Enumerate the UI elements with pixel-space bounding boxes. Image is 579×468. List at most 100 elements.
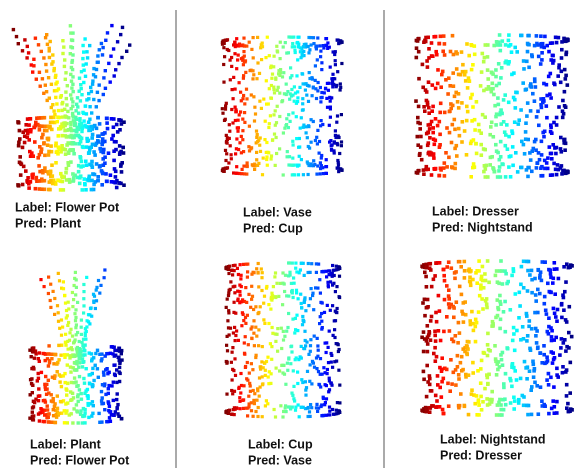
point [435, 320, 439, 324]
point [516, 170, 520, 174]
point [563, 338, 567, 342]
point [109, 173, 113, 177]
point [282, 330, 285, 333]
point [43, 154, 47, 158]
point [72, 90, 75, 93]
point [429, 262, 433, 266]
point [101, 46, 104, 49]
point [322, 270, 325, 273]
point [83, 124, 86, 127]
point [98, 292, 101, 295]
point [249, 306, 252, 309]
point [80, 93, 83, 96]
point [53, 421, 56, 424]
point [526, 101, 530, 105]
point [273, 133, 276, 136]
point [433, 274, 437, 278]
point [468, 79, 472, 83]
point [65, 167, 69, 171]
point [260, 360, 263, 363]
point [49, 179, 53, 183]
point [510, 50, 514, 54]
point [111, 134, 115, 138]
point [426, 350, 430, 354]
point [543, 35, 547, 39]
point [319, 50, 322, 53]
point [257, 328, 260, 331]
point [422, 105, 426, 109]
point [416, 171, 420, 175]
point [549, 376, 553, 380]
point [61, 326, 64, 329]
point [76, 331, 79, 334]
point [242, 63, 245, 66]
point [535, 166, 539, 170]
point [244, 366, 247, 369]
point [279, 57, 282, 60]
point [520, 140, 524, 144]
point [468, 279, 472, 283]
point [331, 408, 334, 411]
point [96, 91, 99, 94]
point [547, 268, 551, 272]
point [484, 279, 488, 283]
point [285, 93, 288, 96]
point [525, 88, 529, 92]
point [300, 158, 303, 161]
point [530, 413, 534, 417]
point [457, 373, 461, 377]
point [303, 296, 306, 299]
point [337, 170, 340, 173]
point [427, 80, 431, 84]
point [438, 120, 442, 124]
point [545, 104, 549, 108]
point [273, 275, 276, 278]
point [243, 352, 246, 355]
point [543, 130, 547, 134]
point [81, 188, 85, 192]
point [463, 269, 467, 273]
point [438, 174, 442, 178]
point [51, 182, 55, 186]
point [228, 123, 231, 126]
point [291, 140, 294, 143]
point [512, 71, 516, 75]
point [66, 363, 69, 366]
point [221, 112, 224, 115]
point [26, 45, 29, 48]
point [477, 403, 481, 407]
point [95, 105, 98, 108]
point [38, 71, 41, 74]
point [234, 408, 237, 411]
point [335, 121, 338, 124]
point [230, 56, 233, 59]
point [291, 318, 294, 321]
point [73, 376, 76, 379]
point [498, 165, 502, 169]
point [490, 390, 494, 394]
point [422, 350, 426, 354]
point [102, 76, 105, 79]
point [482, 89, 486, 93]
point [324, 87, 327, 90]
point [251, 368, 254, 371]
point [280, 347, 283, 350]
point [273, 91, 276, 94]
point [434, 339, 438, 343]
point [323, 91, 326, 94]
point [81, 44, 84, 47]
point [545, 378, 549, 382]
point [276, 49, 279, 52]
point [477, 259, 481, 263]
point [449, 358, 453, 362]
point [480, 153, 484, 157]
point [426, 335, 430, 339]
point [23, 134, 27, 138]
point [47, 412, 50, 415]
point [244, 71, 247, 74]
point [422, 378, 426, 382]
point [328, 388, 331, 391]
point [316, 142, 319, 145]
point [499, 403, 503, 407]
point [267, 375, 270, 378]
